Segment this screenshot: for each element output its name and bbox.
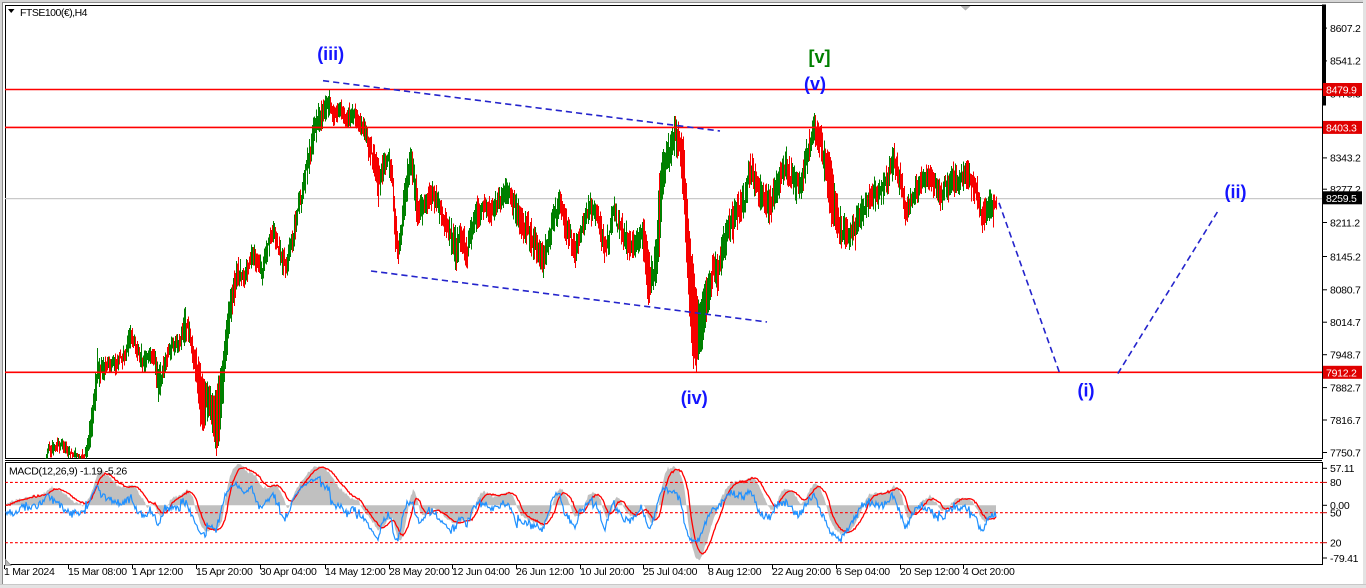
svg-text:7882.7: 7882.7: [1330, 382, 1361, 394]
svg-text:8145.2: 8145.2: [1330, 251, 1361, 263]
svg-text:8 Aug 12:00: 8 Aug 12:00: [708, 566, 762, 578]
svg-text:8541.2: 8541.2: [1330, 56, 1361, 68]
svg-text:8014.7: 8014.7: [1330, 317, 1361, 329]
svg-text:25 Jul 04:00: 25 Jul 04:00: [643, 566, 698, 578]
svg-text:15 Mar 08:00: 15 Mar 08:00: [68, 566, 127, 578]
svg-text:6 Sep 04:00: 6 Sep 04:00: [836, 566, 890, 578]
svg-text:-79.41: -79.41: [1330, 553, 1359, 565]
svg-text:0.00: 0.00: [1330, 500, 1350, 512]
svg-text:1 Apr 12:00: 1 Apr 12:00: [132, 566, 183, 578]
svg-text:(iii): (iii): [317, 44, 344, 64]
svg-text:28 May 20:00: 28 May 20:00: [389, 566, 450, 578]
svg-text:8607.2: 8607.2: [1330, 23, 1361, 35]
svg-text:7816.7: 7816.7: [1330, 415, 1361, 427]
svg-text:7948.7: 7948.7: [1330, 350, 1361, 362]
svg-text:50: 50: [1330, 508, 1342, 520]
svg-text:7912.2: 7912.2: [1326, 367, 1357, 379]
svg-text:8479.9: 8479.9: [1326, 85, 1357, 97]
svg-text:22 Aug 20:00: 22 Aug 20:00: [772, 566, 831, 578]
svg-text:8403.3: 8403.3: [1326, 122, 1357, 134]
svg-text:8343.2: 8343.2: [1330, 153, 1361, 165]
svg-text:8259.5: 8259.5: [1326, 193, 1357, 205]
svg-text:(i): (i): [1078, 381, 1095, 401]
svg-text:FTSE100(€),H4: FTSE100(€),H4: [20, 7, 88, 19]
svg-text:MACD(12,26,9) -1.19 -5.26: MACD(12,26,9) -1.19 -5.26: [9, 466, 127, 478]
svg-text:[v]: [v]: [809, 47, 831, 67]
svg-text:10 Jul 20:00: 10 Jul 20:00: [580, 566, 635, 578]
svg-text:12 Jun 04:00: 12 Jun 04:00: [452, 566, 510, 578]
svg-text:30 Apr 04:00: 30 Apr 04:00: [260, 566, 317, 578]
svg-text:20 Sep 12:00: 20 Sep 12:00: [900, 566, 960, 578]
svg-text:8080.7: 8080.7: [1330, 285, 1361, 297]
svg-text:(v): (v): [804, 74, 826, 94]
svg-text:80: 80: [1330, 477, 1342, 489]
svg-text:(ii): (ii): [1225, 182, 1247, 202]
svg-text:14 May 12:00: 14 May 12:00: [325, 566, 386, 578]
svg-text:8211.2: 8211.2: [1330, 217, 1360, 229]
svg-text:20: 20: [1330, 538, 1342, 550]
svg-text:7750.7: 7750.7: [1330, 447, 1361, 459]
svg-text:26 Jun 12:00: 26 Jun 12:00: [516, 566, 574, 578]
svg-text:4 Oct 20:00: 4 Oct 20:00: [963, 566, 1015, 578]
svg-text:15 Apr 20:00: 15 Apr 20:00: [196, 566, 253, 578]
svg-text:(iv): (iv): [681, 388, 708, 408]
svg-text:1 Mar 2024: 1 Mar 2024: [4, 566, 55, 578]
svg-text:57.11: 57.11: [1330, 463, 1355, 475]
